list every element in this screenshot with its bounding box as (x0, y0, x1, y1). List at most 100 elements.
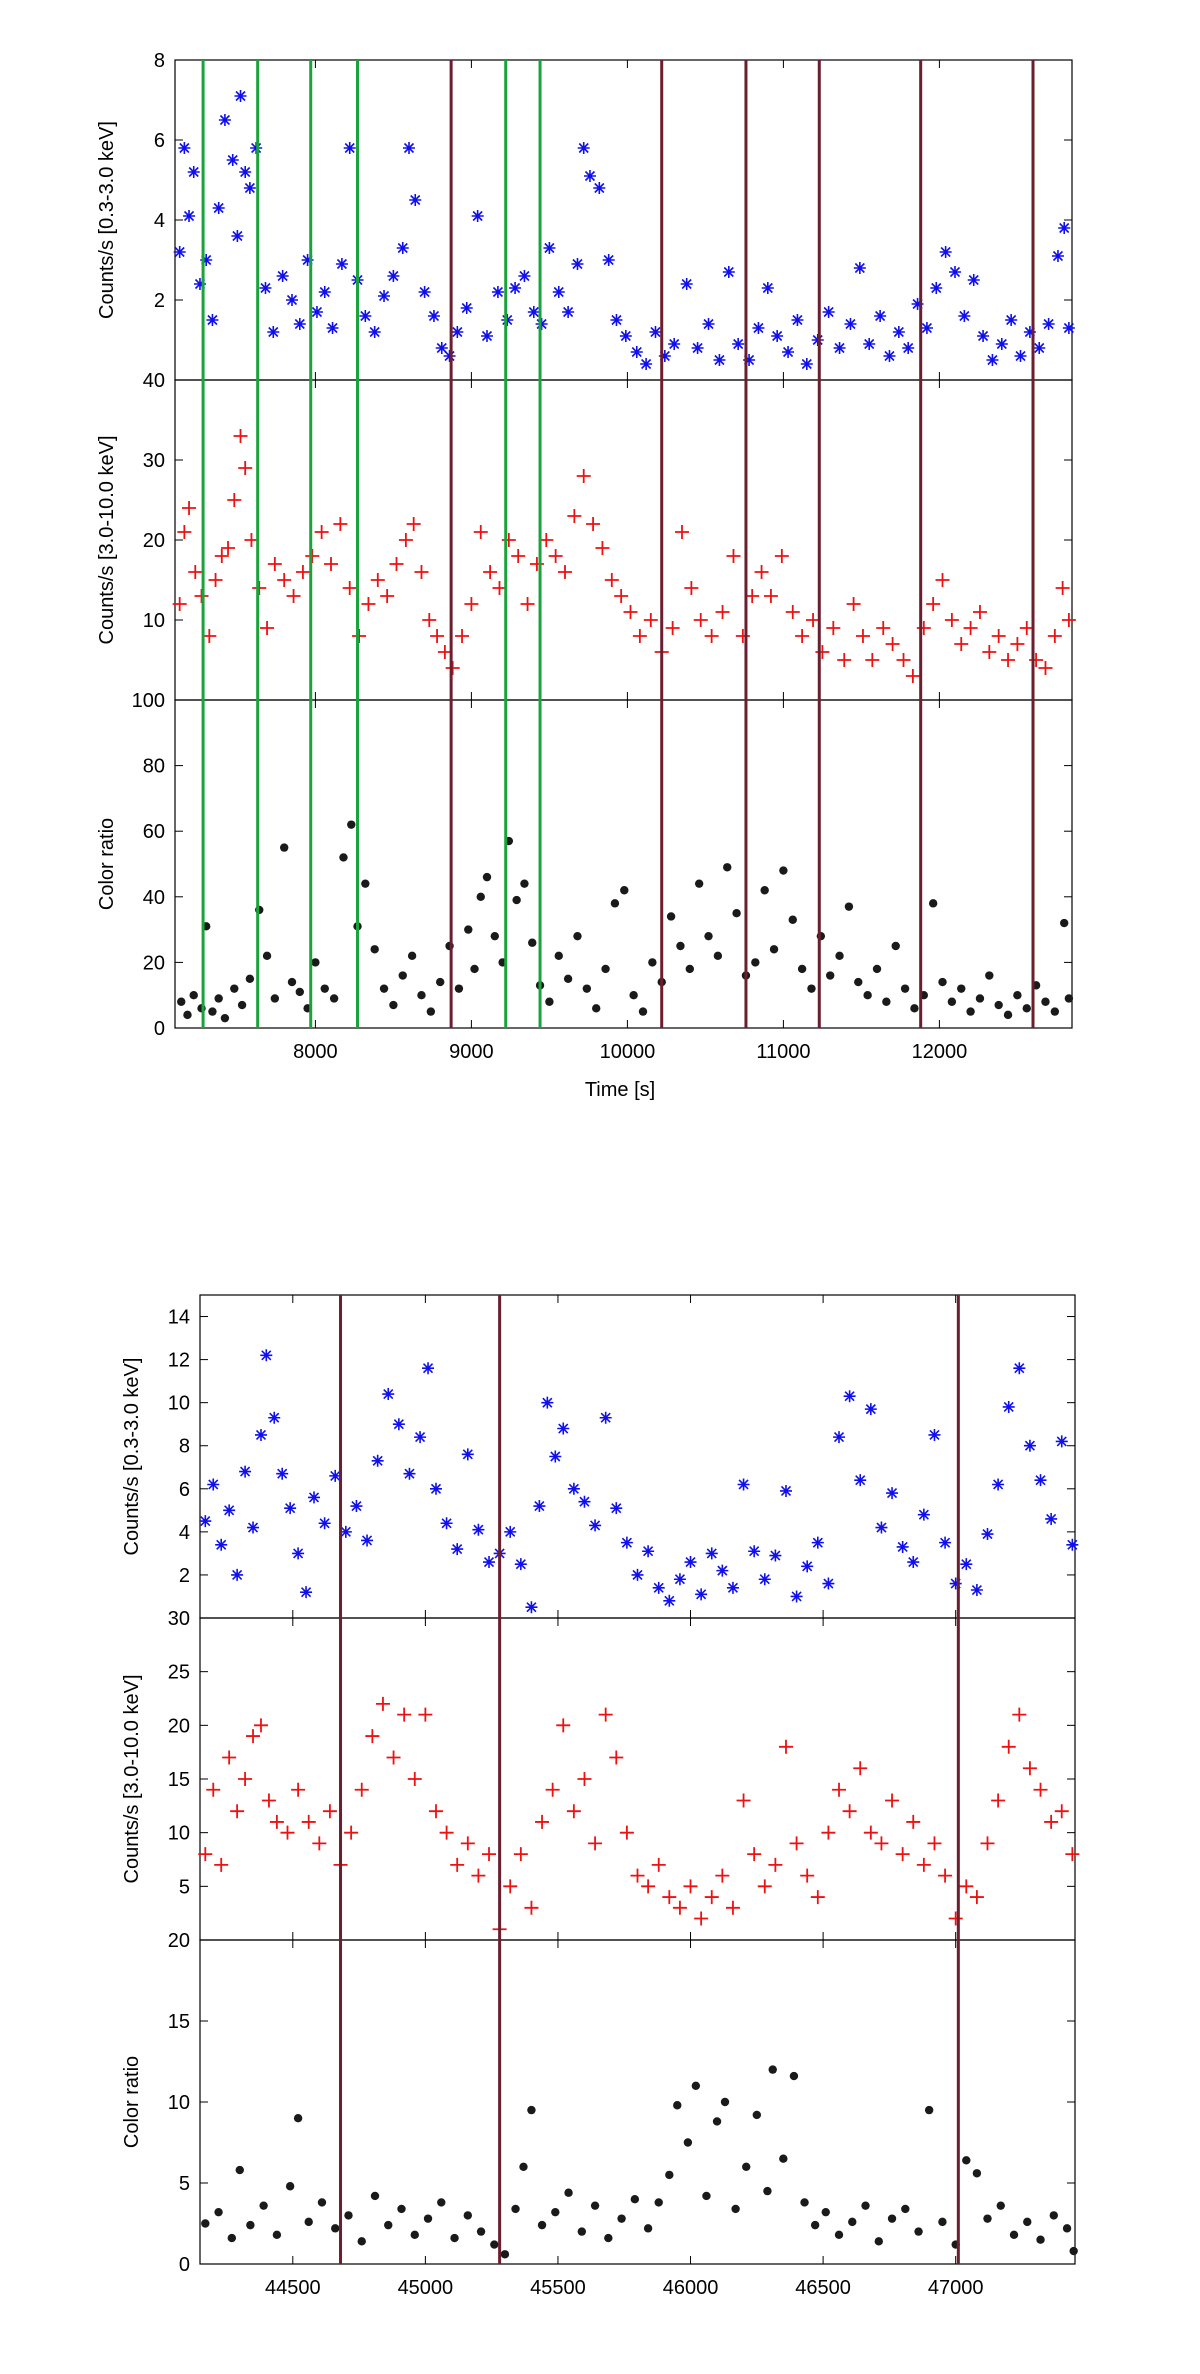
data-point (920, 322, 933, 334)
data-point (333, 517, 348, 531)
data-point (482, 1847, 497, 1862)
data-point (969, 1890, 984, 1905)
data-point (916, 621, 931, 635)
data-point (461, 1448, 474, 1461)
data-point (549, 1450, 562, 1463)
data-point (632, 629, 647, 643)
data-point (1041, 997, 1050, 1006)
data-point (917, 1508, 930, 1521)
y-tick-label: 0 (154, 1018, 165, 1040)
data-point (414, 1431, 427, 1444)
data-point (533, 1500, 546, 1513)
y-tick-label: 40 (143, 887, 165, 909)
data-point (883, 350, 896, 362)
data-point (924, 2105, 934, 2115)
data-point (962, 2156, 971, 2165)
data-point (658, 350, 671, 362)
data-point (1023, 1439, 1036, 1452)
data-point (704, 931, 713, 941)
data-point (604, 573, 619, 587)
data-point (291, 1782, 306, 1797)
data-point (512, 895, 521, 905)
data-point (1064, 994, 1074, 1003)
data-point (715, 1868, 730, 1883)
data-point (768, 2065, 777, 2074)
data-point (417, 991, 426, 1000)
data-point (991, 629, 1006, 643)
data-point (853, 262, 866, 274)
data-point (287, 977, 297, 987)
data-point (214, 2207, 223, 2217)
data-point (1022, 1761, 1037, 1776)
data-point (409, 194, 422, 206)
data-point (254, 1428, 267, 1441)
data-point (1001, 1739, 1016, 1754)
data-point (276, 270, 289, 282)
data-point (301, 254, 314, 266)
data-point (472, 1523, 485, 1536)
data-point (975, 994, 985, 1003)
data-point (985, 971, 994, 980)
data-point (938, 2217, 947, 2227)
y-tick-label: 30 (168, 1608, 190, 1630)
data-point (811, 1536, 824, 1549)
data-point (583, 170, 596, 182)
data-point (865, 653, 880, 667)
y-tick-label: 8 (179, 1436, 190, 1458)
data-point (577, 142, 590, 154)
data-point (511, 549, 526, 563)
data-point (872, 964, 882, 974)
data-point (778, 1739, 793, 1754)
data-point (576, 469, 591, 483)
x-tick-label: 10000 (600, 1041, 656, 1063)
data-point (1066, 1538, 1079, 1551)
data-point (535, 1814, 550, 1829)
data-point (601, 964, 610, 974)
data-point (1045, 1512, 1058, 1525)
data-point (684, 581, 699, 595)
data-point (843, 1390, 856, 1403)
y-tick-label: 5 (179, 1876, 190, 1898)
y-axis-label: Counts/s [3.0-10.0 keV] (96, 435, 118, 644)
data-point (789, 2071, 799, 2081)
data-point (554, 951, 563, 961)
data-point (704, 1890, 719, 1905)
data-point (267, 326, 280, 338)
data-point (177, 525, 192, 539)
data-point (208, 1007, 217, 1016)
data-point (938, 1868, 953, 1883)
data-point (630, 2195, 640, 2204)
data-point (779, 866, 788, 875)
panel-0-0: 2 4 6 8 Counts/s [0.3-3.0 keV] (96, 50, 1075, 381)
y-tick-label: 6 (154, 130, 165, 152)
data-point (967, 274, 980, 286)
data-point (1012, 1707, 1027, 1722)
data-point (930, 282, 943, 294)
data-point (230, 984, 239, 993)
data-point (1002, 1400, 1015, 1413)
data-point (339, 1525, 352, 1538)
data-point (410, 2230, 419, 2240)
data-point (1033, 1782, 1048, 1797)
data-point (286, 589, 301, 603)
data-point (318, 286, 331, 298)
data-point (886, 1487, 899, 1500)
data-point (335, 258, 348, 270)
data-point (541, 1396, 554, 1409)
data-point (885, 1793, 900, 1808)
data-point (954, 637, 969, 651)
data-point (397, 2204, 406, 2214)
data-point (365, 1729, 380, 1744)
data-point (668, 338, 681, 350)
data-point (761, 282, 774, 294)
data-point (368, 326, 381, 338)
data-point (492, 581, 507, 595)
data-point (427, 310, 440, 322)
panel-1-2: 0 5 10 15 20 Color ratio (121, 1930, 1078, 2276)
data-point (231, 1568, 244, 1581)
data-point (513, 1847, 528, 1862)
data-point (713, 354, 726, 366)
data-point (387, 270, 400, 282)
panel-frame (174, 699, 1073, 1029)
